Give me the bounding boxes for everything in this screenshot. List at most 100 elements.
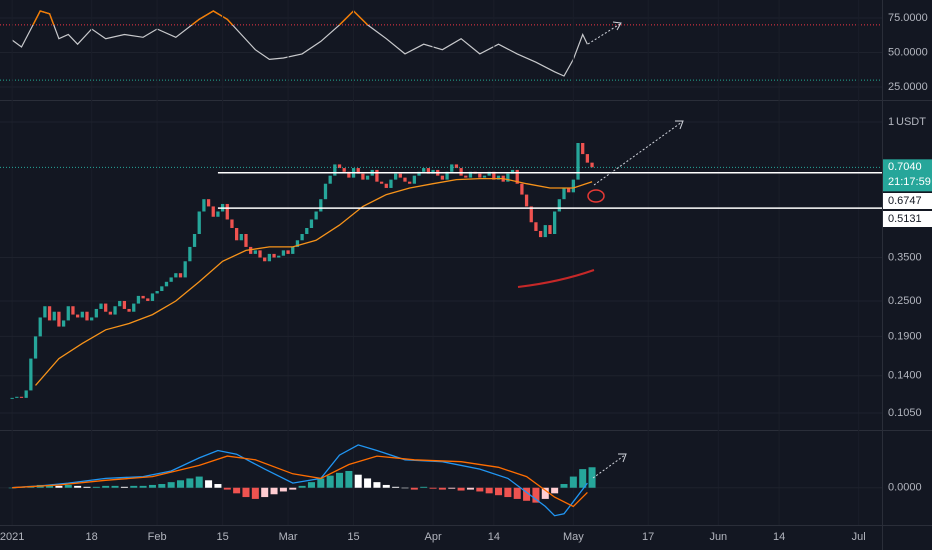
- x-tick-label: Feb: [148, 531, 167, 543]
- candle: [309, 219, 314, 228]
- histogram-bar: [270, 487, 278, 495]
- x-tick-label: 18: [86, 531, 98, 543]
- histogram-bar: [373, 482, 381, 488]
- rsi-line: [11, 10, 588, 77]
- candle: [365, 175, 370, 180]
- candle: [506, 173, 510, 182]
- histogram-bar: [83, 486, 91, 488]
- candle: [487, 171, 491, 176]
- histogram-bar: [102, 485, 110, 488]
- candle: [553, 211, 557, 234]
- candle: [94, 308, 98, 318]
- candle: [319, 199, 323, 212]
- histogram-bar: [345, 470, 353, 488]
- candle: [267, 253, 272, 262]
- x-tick-label: May: [563, 531, 584, 543]
- x-tick-label: 14: [773, 531, 785, 543]
- histogram-bar: [111, 485, 119, 488]
- candle: [43, 306, 47, 318]
- candle: [118, 300, 122, 307]
- histogram-bar: [485, 487, 493, 494]
- candle: [277, 255, 281, 258]
- candle: [19, 396, 24, 398]
- candle: [562, 187, 566, 200]
- candle: [113, 306, 117, 315]
- candle: [571, 179, 575, 193]
- histogram-bar: [523, 487, 531, 501]
- y-tick-label: 0.1050: [888, 407, 922, 419]
- candle: [234, 227, 239, 241]
- histogram-bar: [532, 487, 540, 503]
- candle: [211, 206, 215, 217]
- x-tick-label: Jun: [709, 531, 727, 543]
- candle: [258, 250, 262, 258]
- histogram-bar: [317, 478, 325, 488]
- current-price-label: 0.7040: [888, 161, 922, 173]
- candle: [24, 390, 28, 398]
- x-tick-label: Mar: [279, 531, 298, 543]
- histogram-bar: [279, 487, 287, 492]
- candle: [249, 246, 253, 254]
- histogram-bar: [195, 476, 203, 488]
- candle: [169, 277, 173, 282]
- candle: [132, 303, 136, 312]
- candle: [52, 311, 56, 321]
- histogram-bar: [186, 478, 194, 488]
- candle: [347, 171, 351, 178]
- candle: [440, 175, 445, 180]
- candle: [394, 173, 398, 180]
- candle: [389, 179, 393, 188]
- candle: [356, 168, 360, 174]
- candle: [482, 175, 487, 178]
- candle: [454, 164, 459, 169]
- candle: [524, 194, 529, 207]
- candle: [122, 300, 127, 309]
- candle: [66, 306, 70, 321]
- candle: [515, 169, 519, 184]
- level-label: 0.6747: [888, 195, 922, 207]
- macd-line: [12, 444, 588, 517]
- candle: [61, 320, 66, 327]
- candle: [174, 273, 178, 278]
- candle: [337, 164, 342, 169]
- macd-line: [12, 455, 588, 508]
- y-tick-label: 0.2500: [888, 295, 922, 307]
- histogram-bar: [8, 487, 16, 489]
- candle: [585, 154, 590, 163]
- histogram-bar: [588, 467, 596, 488]
- histogram-bar: [476, 487, 484, 492]
- histogram-bar: [513, 487, 521, 499]
- candle: [300, 233, 304, 241]
- annotations: [517, 21, 684, 479]
- candle: [496, 175, 501, 180]
- moving-average: [35, 177, 593, 386]
- candle: [286, 250, 290, 254]
- candle: [478, 173, 482, 178]
- histogram-bar: [336, 472, 344, 488]
- candle: [576, 142, 580, 180]
- y-tick-label: 0.3500: [888, 251, 922, 263]
- y-tick-label: 0.1400: [888, 370, 922, 382]
- candle: [581, 142, 585, 155]
- candle: [281, 250, 286, 256]
- histogram-bar: [120, 486, 128, 488]
- candle: [520, 183, 524, 195]
- candle: [412, 175, 416, 184]
- candle: [75, 314, 80, 318]
- candle: [71, 306, 75, 315]
- histogram-bar: [261, 487, 269, 498]
- histogram-bar: [307, 482, 315, 488]
- candle: [15, 396, 19, 398]
- candle: [450, 164, 454, 172]
- candle: [422, 168, 426, 172]
- histogram-bar: [560, 484, 568, 488]
- candle: [188, 246, 192, 262]
- x-tick-label: Apr: [424, 531, 441, 543]
- candle: [146, 298, 150, 301]
- candle: [375, 169, 379, 182]
- candle: [408, 181, 412, 184]
- arrow-head: [618, 453, 627, 463]
- candle: [510, 169, 515, 174]
- histogram-bar: [569, 476, 577, 488]
- candle: [183, 261, 187, 278]
